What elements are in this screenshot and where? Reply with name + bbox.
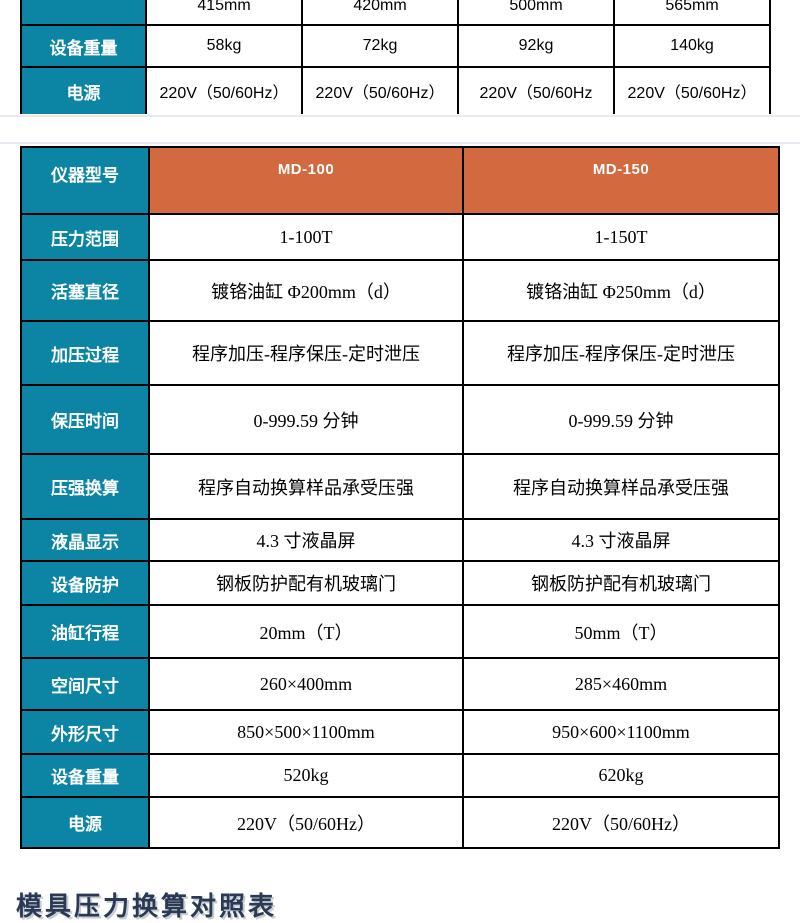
cell-value: 程序加压-程序保压-定时泄压 [462,320,780,386]
model-header: MD-150 [462,146,780,215]
table-row: 415mm 420mm 500mm 565mm [20,0,771,26]
row-label: 压强换算 [20,453,150,520]
spec-table-compact: 415mm 420mm 500mm 565mm 设备重量 58kg 72kg 9… [20,0,771,114]
row-label: 设备重量 [20,24,147,68]
row-label: 设备重量 [20,753,150,798]
cell-value: 220V（50/60Hz） [301,66,459,114]
table-row: 压强换算 程序自动换算样品承受压强 程序自动换算样品承受压强 [20,453,780,520]
row-label: 外形尺寸 [20,709,150,755]
row-label: 电源 [20,66,147,114]
table-row: 设备重量 520kg 620kg [20,753,780,798]
row-label: 加压过程 [20,320,150,386]
row-label: 电源 [20,796,150,849]
spec-table-main: 仪器型号 MD-100 MD-150 压力范围 1-100T 1-150T 活塞… [20,146,780,849]
table-row: 空间尺寸 260×400mm 285×460mm [20,657,780,711]
cell-value: 950×600×1100mm [462,709,780,755]
cell-value: 50mm（T） [462,604,780,659]
cell-value: 140kg [613,24,771,68]
cell-value: 1-150T [462,213,780,261]
cell-value: 程序自动换算样品承受压强 [462,453,780,520]
cell-value: 92kg [457,24,615,68]
row-label: 液晶显示 [20,518,150,562]
cell-value: 500mm [457,0,615,26]
cell-value: 0-999.59 分钟 [462,384,780,455]
cell-value: 0-999.59 分钟 [148,384,464,455]
cell-value: 1-100T [148,213,464,261]
cell-value: 850×500×1100mm [148,709,464,755]
table-row: 设备重量 58kg 72kg 92kg 140kg [20,24,771,68]
cell-value: 220V（50/60Hz） [148,796,464,849]
table-row: 外形尺寸 850×500×1100mm 950×600×1100mm [20,709,780,755]
cell-value: 镀铬油缸 Φ200mm（d） [148,259,464,322]
cell-value: 260×400mm [148,657,464,711]
section-heading-clipped: 模具压力换算对照表 [16,891,278,921]
cell-value: 220V（50/60Hz） [613,66,771,114]
cell-value: 565mm [613,0,771,26]
section-divider [0,142,800,144]
cell-value: 58kg [145,24,303,68]
cell-value: 520kg [148,753,464,798]
row-label: 活塞直径 [20,259,150,322]
cell-value: 620kg [462,753,780,798]
cell-value: 4.3 寸液晶屏 [148,518,464,562]
section-divider [0,115,800,117]
cell-value: 285×460mm [462,657,780,711]
cell-value: 镀铬油缸 Φ250mm（d） [462,259,780,322]
cell-value: 4.3 寸液晶屏 [462,518,780,562]
cell-value: 220V（50/60Hz） [145,66,303,114]
table-row: 液晶显示 4.3 寸液晶屏 4.3 寸液晶屏 [20,518,780,562]
table-header-row: 仪器型号 MD-100 MD-150 [20,146,780,215]
row-label: 保压时间 [20,384,150,455]
table-row: 油缸行程 20mm（T） 50mm（T） [20,604,780,659]
row-label: 空间尺寸 [20,657,150,711]
cell-value: 钢板防护配有机玻璃门 [148,560,464,606]
row-label: 压力范围 [20,213,150,261]
cell-value: 20mm（T） [148,604,464,659]
cell-value: 钢板防护配有机玻璃门 [462,560,780,606]
table-row: 保压时间 0-999.59 分钟 0-999.59 分钟 [20,384,780,455]
header-label: 仪器型号 [20,146,150,215]
row-label: 油缸行程 [20,604,150,659]
table-row: 活塞直径 镀铬油缸 Φ200mm（d） 镀铬油缸 Φ250mm（d） [20,259,780,322]
spec-table-compact-wrap: 415mm 420mm 500mm 565mm 设备重量 58kg 72kg 9… [20,0,772,114]
cell-value: 72kg [301,24,459,68]
table-row: 加压过程 程序加压-程序保压-定时泄压 程序加压-程序保压-定时泄压 [20,320,780,386]
table-row: 电源 220V（50/60Hz） 220V（50/60Hz） [20,796,780,849]
table-row: 电源 220V（50/60Hz） 220V（50/60Hz） 220V（50/6… [20,66,771,114]
cell-value: 220V（50/60Hz [457,66,615,114]
cell-value: 程序自动换算样品承受压强 [148,453,464,520]
cell-value: 程序加压-程序保压-定时泄压 [148,320,464,386]
model-header: MD-100 [148,146,464,215]
table-row: 设备防护 钢板防护配有机玻璃门 钢板防护配有机玻璃门 [20,560,780,606]
cell-value: 420mm [301,0,459,26]
row-label: 设备防护 [20,560,150,606]
table-row: 压力范围 1-100T 1-150T [20,213,780,261]
cell-value: 220V（50/60Hz） [462,796,780,849]
cell-value: 415mm [145,0,303,26]
row-label-clipped [20,0,147,26]
